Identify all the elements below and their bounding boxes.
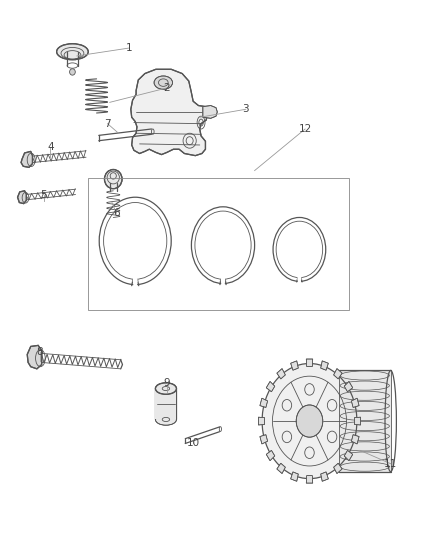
Text: 9: 9 — [163, 378, 170, 387]
Wedge shape — [133, 241, 137, 282]
Polygon shape — [18, 191, 26, 204]
Polygon shape — [131, 69, 207, 156]
Text: 6: 6 — [113, 208, 120, 218]
Polygon shape — [259, 435, 267, 444]
Polygon shape — [258, 417, 264, 425]
Polygon shape — [266, 450, 274, 461]
Ellipse shape — [57, 44, 88, 60]
Polygon shape — [276, 463, 285, 473]
Circle shape — [296, 405, 322, 437]
Ellipse shape — [69, 69, 75, 75]
Bar — [88, 178, 348, 310]
Polygon shape — [333, 463, 341, 473]
Ellipse shape — [155, 383, 176, 394]
Bar — [155, 389, 176, 419]
Polygon shape — [259, 398, 267, 407]
Text: 4: 4 — [47, 142, 54, 151]
Polygon shape — [266, 382, 274, 392]
Polygon shape — [320, 361, 328, 370]
Wedge shape — [221, 245, 224, 281]
Polygon shape — [290, 361, 297, 370]
Polygon shape — [343, 450, 352, 461]
Bar — [338, 370, 390, 472]
Polygon shape — [350, 435, 358, 444]
Wedge shape — [297, 249, 300, 280]
Text: 1: 1 — [126, 43, 133, 53]
Polygon shape — [202, 106, 217, 118]
Polygon shape — [343, 382, 352, 392]
Wedge shape — [298, 249, 300, 287]
Polygon shape — [353, 417, 360, 425]
Text: 12: 12 — [298, 124, 311, 134]
Polygon shape — [350, 398, 358, 407]
Polygon shape — [333, 369, 341, 379]
Circle shape — [261, 364, 356, 479]
Polygon shape — [306, 475, 312, 483]
Wedge shape — [221, 245, 224, 290]
Text: 7: 7 — [104, 119, 111, 128]
Polygon shape — [276, 369, 285, 379]
Wedge shape — [134, 241, 136, 293]
Polygon shape — [21, 151, 32, 167]
Text: 3: 3 — [242, 104, 249, 114]
Polygon shape — [27, 345, 42, 369]
Text: 2: 2 — [163, 83, 170, 93]
Ellipse shape — [104, 169, 122, 189]
Text: 10: 10 — [186, 439, 199, 448]
Ellipse shape — [154, 76, 172, 90]
Text: 5: 5 — [40, 190, 47, 199]
Text: 8: 8 — [36, 347, 43, 357]
Polygon shape — [290, 472, 297, 481]
Polygon shape — [320, 472, 328, 481]
Ellipse shape — [155, 414, 176, 425]
Polygon shape — [306, 359, 312, 367]
Text: 11: 11 — [383, 459, 396, 469]
